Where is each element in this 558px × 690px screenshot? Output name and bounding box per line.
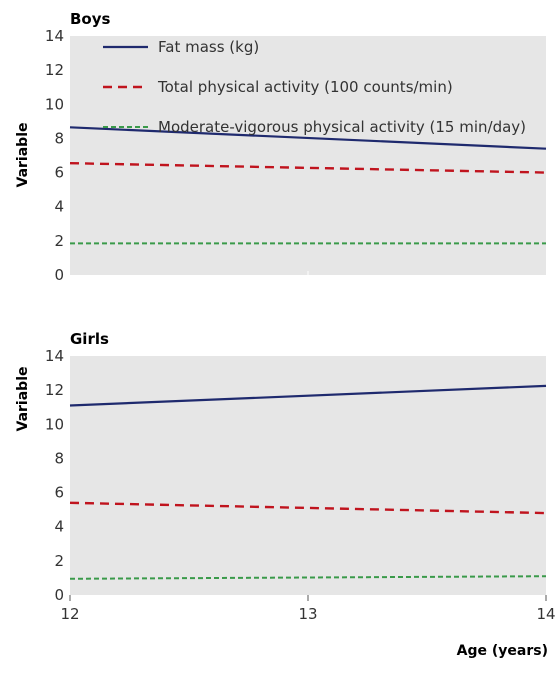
girls-y-tick-label: 14 [45, 347, 64, 365]
girls-x-tick-label: 14 [536, 605, 555, 623]
boys-y-axis-label: Variable [15, 123, 31, 188]
girls-y-tick-label: 6 [54, 484, 64, 502]
boys-series-total-physical-activity [69, 161, 547, 174]
girls-title: Girls [70, 330, 109, 348]
boys-y-tick-label: 0 [54, 266, 64, 284]
boys-legend-label: Moderate-vigorous physical activity (15 … [158, 118, 526, 136]
boys-y-tick-label: 14 [45, 27, 64, 45]
girls-y-tick-label: 2 [54, 552, 64, 570]
girls-y-tick-label: 0 [54, 586, 64, 604]
boys-legend-label: Fat mass (kg) [158, 38, 259, 56]
girls-y-tick-label: 10 [45, 415, 64, 433]
boys-y-tick-label: 10 [45, 95, 64, 113]
girls-plot-area [70, 356, 546, 595]
girls-y-tick-label: 8 [54, 449, 64, 467]
boys-y-tick-label: 12 [45, 61, 64, 79]
boys-y-tick-label: 8 [54, 129, 64, 147]
girls-y-tick-label: 12 [45, 381, 64, 399]
girls-x-axis-label: Age (years) [457, 643, 548, 659]
boys-title: Boys [70, 10, 111, 28]
boys-series-fat-mass [69, 126, 547, 150]
girls-x-tick-label: 13 [298, 605, 317, 623]
girls-series-fat-mass [69, 384, 547, 407]
boys-y-tick-label: 2 [54, 232, 64, 250]
girls-x-tick-label: 12 [60, 605, 79, 623]
girls-series-moderate-vigorous-physical-activity [69, 575, 547, 580]
girls-y-tick-label: 4 [54, 518, 64, 536]
girls-series-total-physical-activity [69, 501, 547, 515]
boys-legend-label: Total physical activity (100 counts/min) [157, 78, 453, 96]
boys-y-tick-label: 6 [54, 164, 64, 182]
girls-y-axis-label: Variable [15, 367, 31, 432]
boys-plot-area [70, 36, 546, 275]
boys-y-tick-label: 4 [54, 198, 64, 216]
